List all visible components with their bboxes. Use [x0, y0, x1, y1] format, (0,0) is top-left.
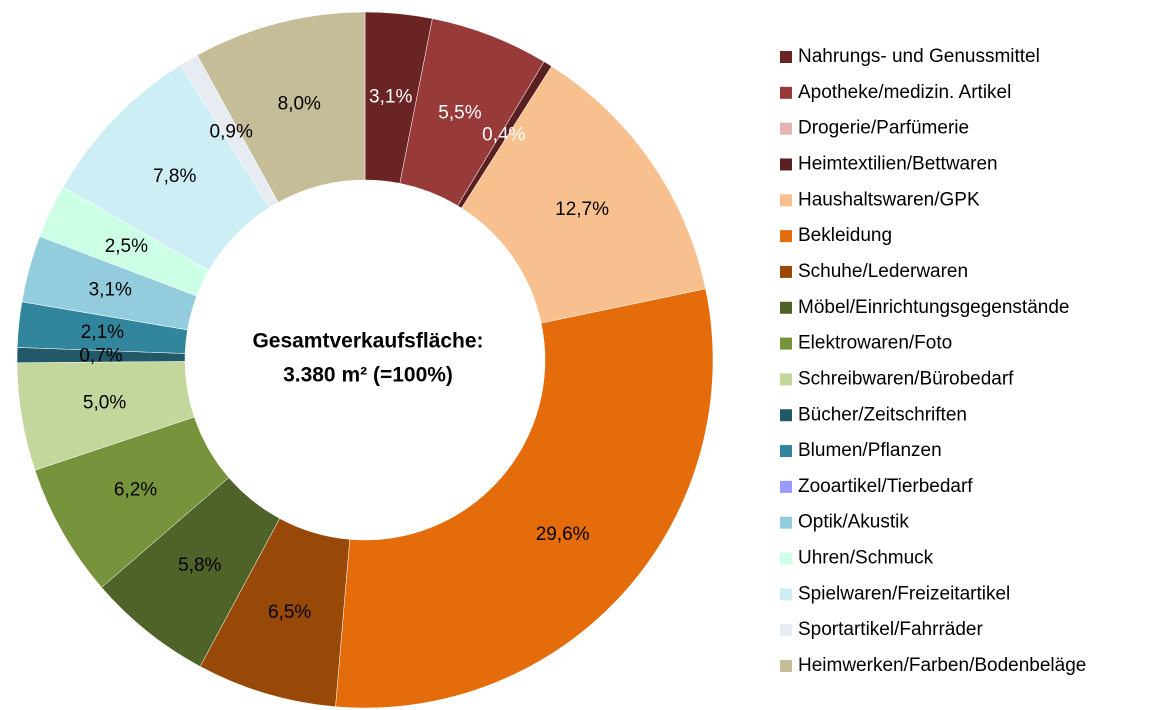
legend-swatch: [780, 194, 792, 207]
legend-label: Optik/Akustik: [798, 512, 909, 533]
data-label: 5,5%: [438, 103, 481, 124]
legend-swatch: [780, 516, 792, 529]
legend-label: Möbel/Einrichtungsgegenstände: [798, 297, 1069, 318]
data-label: 3,1%: [89, 280, 132, 301]
legend-swatch: [780, 624, 792, 637]
legend-swatch: [780, 373, 792, 386]
center-label: Gesamtverkaufsfläche:: [252, 330, 483, 353]
legend-swatch: [780, 337, 792, 350]
data-label: 2,5%: [105, 236, 148, 257]
legend-label: Elektrowaren/Foto: [798, 333, 952, 354]
legend-label: Haushaltswaren/GPK: [798, 189, 980, 210]
legend-swatch: [780, 480, 792, 493]
legend-swatch: [780, 51, 792, 63]
legend-label: Nahrungs- und Genussmittel: [798, 46, 1040, 67]
legend-swatch: [780, 409, 792, 422]
legend-label: Spielwaren/Freizeitartikel: [798, 583, 1010, 604]
legend-swatch: [780, 158, 792, 171]
legend-label: Apotheke/medizin. Artikel: [798, 82, 1011, 103]
legend-swatch: [780, 122, 792, 135]
data-label: 7,8%: [153, 166, 196, 187]
data-label: 6,5%: [268, 602, 311, 623]
data-label: 5,8%: [178, 555, 221, 576]
data-label: 12,7%: [555, 199, 609, 220]
data-label: 8,0%: [278, 93, 321, 114]
legend-swatch: [780, 265, 792, 278]
data-label: 0,4%: [482, 124, 525, 145]
data-label: 0,7%: [79, 345, 122, 366]
data-label: 6,2%: [114, 480, 157, 501]
legend-label: Blumen/Pflanzen: [798, 440, 942, 461]
legend-label: Heimtextilien/Bettwaren: [798, 153, 998, 174]
legend-swatch: [780, 660, 792, 672]
legend-swatch: [780, 552, 792, 565]
legend-swatch: [780, 86, 792, 99]
data-label: 3,1%: [369, 86, 412, 107]
legend-swatch: [780, 230, 792, 243]
legend-swatch: [780, 445, 792, 458]
legend-label: Sportartikel/Fahrräder: [798, 619, 983, 640]
legend-label: Schreibwaren/Bürobedarf: [798, 368, 1014, 389]
slice: [461, 65, 706, 324]
slice: [335, 288, 714, 709]
center-label: 3.380 m² (=100%): [283, 364, 453, 387]
legend-label: Uhren/Schmuck: [798, 548, 934, 569]
legend-swatch: [780, 588, 792, 601]
data-label: 5,0%: [83, 392, 126, 413]
legend-swatch: [780, 301, 792, 314]
legend-label: Bücher/Zeitschriften: [798, 404, 967, 425]
slice: [196, 11, 366, 203]
legend-label: Heimwerken/Farben/Bodenbeläge: [798, 655, 1086, 676]
data-label: 0,9%: [210, 121, 253, 142]
legend-label: Bekleidung: [798, 225, 892, 246]
legend-label: Zooartikel/Tierbedarf: [798, 476, 973, 497]
legend-label: Drogerie/Parfümerie: [798, 118, 969, 139]
data-label: 2,1%: [81, 322, 124, 343]
data-label: 29,6%: [536, 524, 590, 545]
legend-label: Schuhe/Lederwaren: [798, 261, 968, 282]
